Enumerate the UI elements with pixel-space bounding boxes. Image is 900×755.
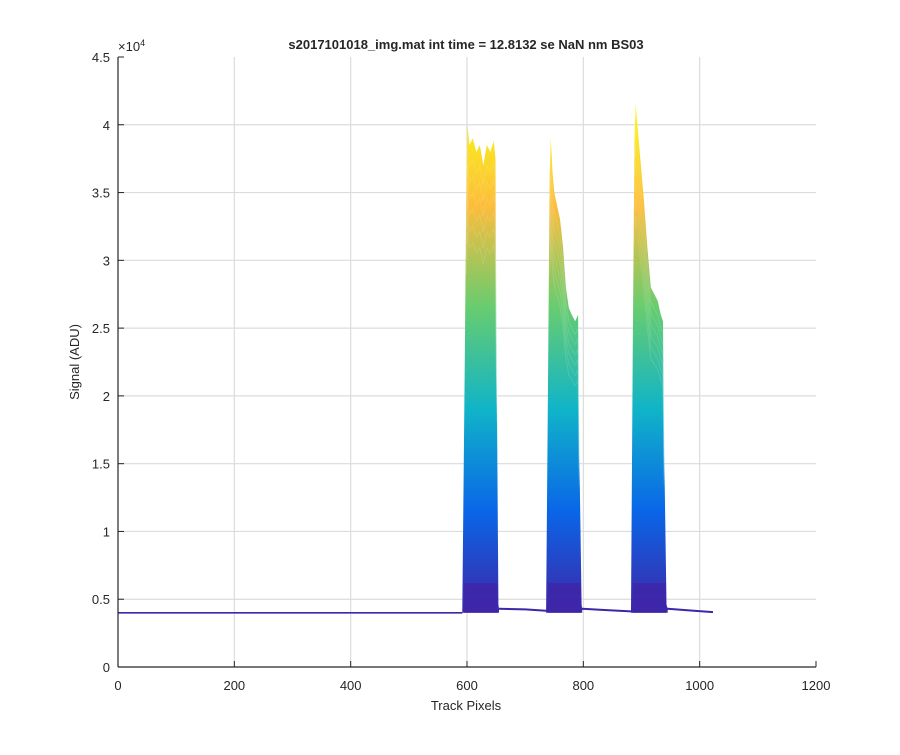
peak-3-streak	[634, 198, 665, 481]
peak-2-streak	[549, 159, 580, 458]
x-tick-label: 0	[114, 678, 121, 693]
peak-1-streak	[465, 215, 498, 414]
peak-2-streak	[549, 209, 580, 475]
y-tick-label: 1.5	[92, 457, 110, 472]
y-tick-label: 2	[103, 389, 110, 404]
y-tick-label: 3	[103, 253, 110, 268]
y-tick-label: 0	[103, 660, 110, 675]
peak-2-streak	[549, 242, 580, 486]
y-tick-label: 2.5	[92, 321, 110, 336]
peak-1-streak	[465, 232, 498, 423]
peak-2-streak	[549, 226, 580, 481]
peak-1-streak	[465, 197, 498, 406]
chart-title: s2017101018_img.mat int time = 12.8132 s…	[288, 37, 643, 52]
peak-1-streak	[465, 163, 498, 389]
x-tick-label: 800	[572, 678, 594, 693]
peak-3-area	[631, 104, 668, 613]
peak-3-streak	[634, 180, 665, 475]
x-tick-label: 400	[340, 678, 362, 693]
peak-3-streak	[634, 145, 665, 464]
peak-3-streak	[634, 162, 665, 469]
y-tick-label: 3.5	[92, 186, 110, 201]
y-exponent-power: 4	[140, 38, 145, 48]
labels: s2017101018_img.mat int time = 12.8132 s…	[67, 37, 644, 713]
peak-3-streak	[634, 127, 665, 458]
peak-3-streak	[634, 216, 665, 486]
peak-1-streak	[465, 146, 498, 380]
x-tick-label: 200	[223, 678, 245, 693]
peak-1-base	[464, 583, 498, 613]
peak-1-streak	[465, 180, 498, 397]
plot-area	[118, 104, 714, 614]
y-tick-label: 4.5	[92, 50, 110, 65]
peak-2-base	[547, 583, 581, 613]
peak-2-streak	[549, 192, 580, 469]
x-tick-label: 1000	[685, 678, 714, 693]
y-exponent-base: ×10	[118, 39, 140, 54]
y-tick-label: 4	[103, 118, 110, 133]
tail-signal-line	[498, 607, 714, 614]
peak-1-area	[462, 124, 499, 613]
peak-2-area	[546, 138, 583, 613]
x-tick-label: 1200	[802, 678, 831, 693]
y-exponent-label: ×104	[118, 38, 145, 54]
x-axis-label: Track Pixels	[431, 698, 502, 713]
axes: 0 200 400 600 800 1000 1200 0 0.5 1 1.5 2 2.5 3 3.5 4 4.…	[92, 50, 831, 693]
peak-2-streak	[549, 176, 580, 464]
y-axis-label: Signal (ADU)	[67, 324, 82, 400]
peak-3-base	[632, 583, 666, 613]
y-tick-label: 0.5	[92, 592, 110, 607]
x-tick-label: 600	[456, 678, 478, 693]
y-tick-label: 1	[103, 524, 110, 539]
